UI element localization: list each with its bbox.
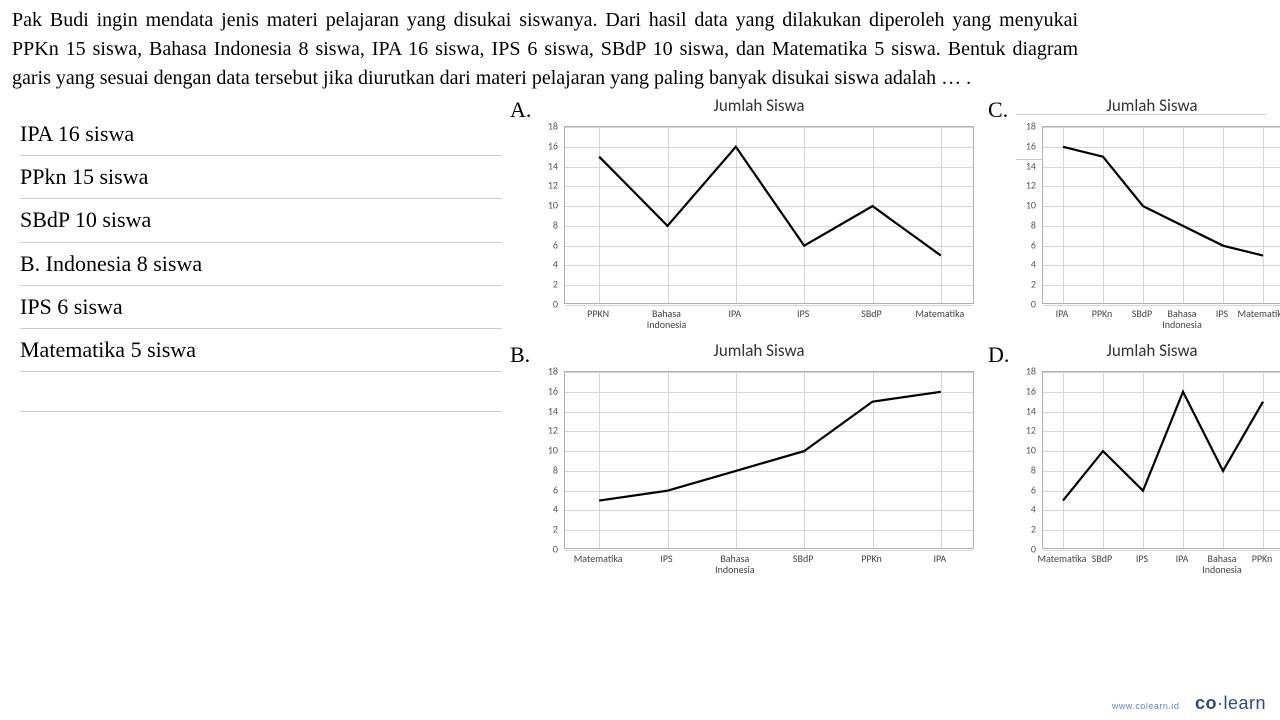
logo-url: www.colearn.id (1112, 701, 1180, 711)
chart-B: 024681012141618MatematikaIPSBahasaIndone… (538, 365, 980, 585)
option-label-C: C. (988, 95, 1016, 123)
option-A: A. Jumlah Siswa 024681012141618PPKNBahasa… (510, 95, 980, 340)
answer-item: B. Indonesia 8 siswa (20, 243, 502, 286)
chart-title-A: Jumlah Siswa (538, 95, 980, 116)
option-label-B: B. (510, 340, 538, 368)
options-grid: A. Jumlah Siswa024681012141618PPKNBahasa… (12, 95, 1268, 585)
logo: www.colearn.id co·learn (1112, 693, 1266, 714)
option-D: D. Jumlah Siswa 024681012141618Matematika… (988, 340, 1280, 585)
logo-text: co·learn (1195, 693, 1266, 713)
answer-item: SBdP 10 siswa (20, 199, 502, 242)
chart-A: 024681012141618PPKNBahasaIndonesiaIPAIPS… (538, 120, 980, 340)
answer-item: PPkn 15 siswa (20, 156, 502, 199)
option-label-A: A. (510, 95, 538, 123)
option-label-D: D. (988, 340, 1016, 368)
option-C: C. Jumlah Siswa024681012141618IPAPPKnSBd… (988, 95, 1280, 340)
answer-list: IPA 16 siswa PPkn 15 siswa SBdP 10 siswa… (12, 95, 502, 585)
answer-item (20, 372, 502, 412)
option-B: B. Jumlah Siswa 024681012141618Matematika… (510, 340, 980, 585)
chart-title-B: Jumlah Siswa (538, 340, 980, 361)
answer-item: Matematika 5 siswa (20, 329, 502, 372)
chart-C: 024681012141618IPAPPKnSBdPBahasaIndonesi… (1016, 120, 1280, 340)
chart-D: 024681012141618MatematikaSBdPIPSIPABahas… (1016, 365, 1280, 585)
chart-title-D: Jumlah Siswa (1016, 340, 1280, 361)
answer-item: IPA 16 siswa (20, 113, 502, 156)
answer-item: IPS 6 siswa (20, 286, 502, 329)
